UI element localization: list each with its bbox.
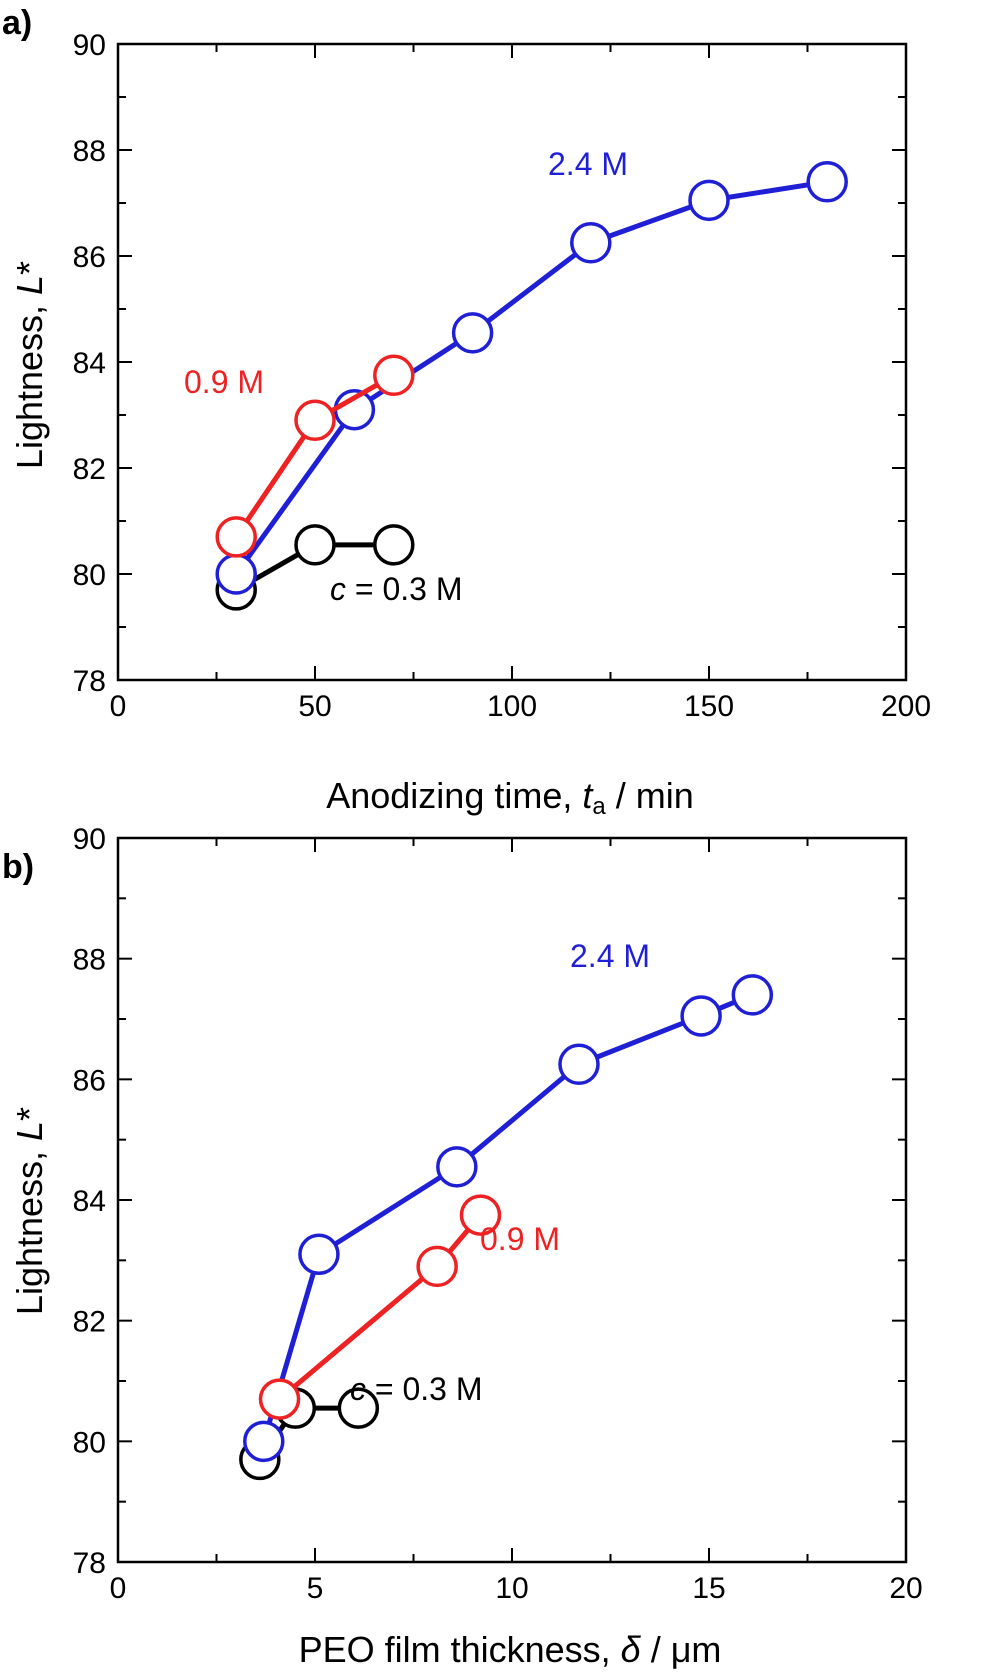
x-tick-label-b: 10: [495, 1572, 528, 1605]
series-line: [261, 992, 754, 1443]
series-label: 2.4 M: [570, 938, 650, 974]
y-tick-label-a: 90: [73, 29, 106, 62]
panel-a: a) 0 50 100 150 200 78 80 82 84 86 88 90 c = 0.3 M 2.…: [2, 4, 931, 820]
x-tick-label-a: 50: [298, 690, 331, 723]
series-line: [234, 179, 828, 576]
y-tick-label-b: 84: [73, 1185, 106, 1218]
y-tick-label-b: 90: [73, 823, 106, 856]
y-axis-title-b: Lightness, L*: [9, 1107, 50, 1315]
data-point: [806, 161, 848, 203]
series-label: 0.9 M: [480, 1221, 560, 1257]
data-point: [416, 1245, 458, 1288]
x-tick-label-b: 20: [889, 1572, 922, 1605]
data-point: [570, 222, 612, 264]
data-point: [558, 1043, 600, 1085]
data-point: [294, 524, 336, 566]
y-tick-label-a: 80: [73, 559, 106, 592]
series-label-text: = 0.3 M: [346, 571, 463, 607]
data-point: [215, 516, 257, 558]
series-a-2: 0.9 M: [184, 354, 415, 558]
y-tick-label-a: 78: [73, 665, 106, 698]
data-point: [243, 1420, 285, 1463]
y-tick-label-b: 82: [73, 1306, 106, 1339]
y-tick-label-b: 86: [73, 1064, 106, 1097]
x-tick-label-b: 5: [307, 1572, 324, 1605]
data-point: [373, 524, 415, 566]
data-point: [436, 1146, 478, 1188]
y-tick-label-a: 84: [73, 347, 106, 380]
x-tick-label-a: 100: [487, 690, 537, 723]
data-point: [459, 1194, 502, 1236]
data-point: [451, 312, 494, 354]
series-a-1: 2.4 M: [215, 146, 848, 595]
data-point: [731, 974, 774, 1016]
series-label-var: c: [330, 571, 346, 607]
series-label-text: 2.4 M: [548, 146, 628, 182]
series-label: 0.9 M: [184, 364, 264, 400]
y-tick-label-a: 86: [73, 241, 106, 274]
data-point: [215, 553, 257, 595]
y-axis-title-a: Lightness, L*: [9, 261, 50, 469]
y-tick-label-b: 78: [73, 1547, 106, 1580]
series-b-1: 2.4 M: [243, 938, 774, 1463]
y-tick-label-a: 82: [73, 453, 106, 486]
data-point: [258, 1378, 301, 1420]
x-tick-label-a: 0: [110, 690, 127, 723]
y-tick-label-b: 88: [73, 944, 106, 977]
data-point: [337, 1387, 380, 1429]
series-b-2: 0.9 M: [258, 1194, 560, 1420]
series-label: c = 0.3 M: [330, 571, 463, 607]
series-label-text: 0.9 M: [184, 364, 264, 400]
y-tick-label-b: 80: [73, 1426, 106, 1459]
series-label-text: 2.4 M: [570, 938, 650, 974]
panel-label-a: a): [2, 4, 32, 42]
plot-area-a: 0 50 100 150 200 78 80 82 84 86 88 90 c = 0.3 M 2.4 M…: [73, 29, 931, 723]
series-label-var: c: [350, 1371, 366, 1407]
y-tick-label-a: 88: [73, 135, 106, 168]
data-point: [294, 399, 336, 442]
data-point: [298, 1233, 340, 1276]
series-label-text: 0.9 M: [480, 1221, 560, 1257]
plot-area-b: 0 5 10 15 20 78 80 82 84 86 88 90 c = 0.3 M 2.4 M 0.9 …: [73, 823, 923, 1605]
series-label: c = 0.3 M: [350, 1371, 483, 1407]
x-tick-label-a: 200: [881, 690, 931, 723]
x-tick-label-b: 15: [692, 1572, 725, 1605]
x-axis-title-b: PEO film thickness, δ / μm: [299, 1629, 722, 1670]
data-point: [688, 179, 730, 222]
x-tick-label-b: 0: [110, 1572, 127, 1605]
series-label-text: = 0.3 M: [366, 1371, 483, 1407]
plot-frame-b: [116, 836, 908, 1564]
series-label: 2.4 M: [548, 146, 628, 182]
x-tick-label-a: 150: [684, 690, 734, 723]
x-axis-title-a: Anodizing time, ta / min: [326, 775, 694, 820]
panel-label-b: b): [2, 848, 34, 886]
data-point: [680, 995, 722, 1037]
data-point: [373, 354, 415, 396]
